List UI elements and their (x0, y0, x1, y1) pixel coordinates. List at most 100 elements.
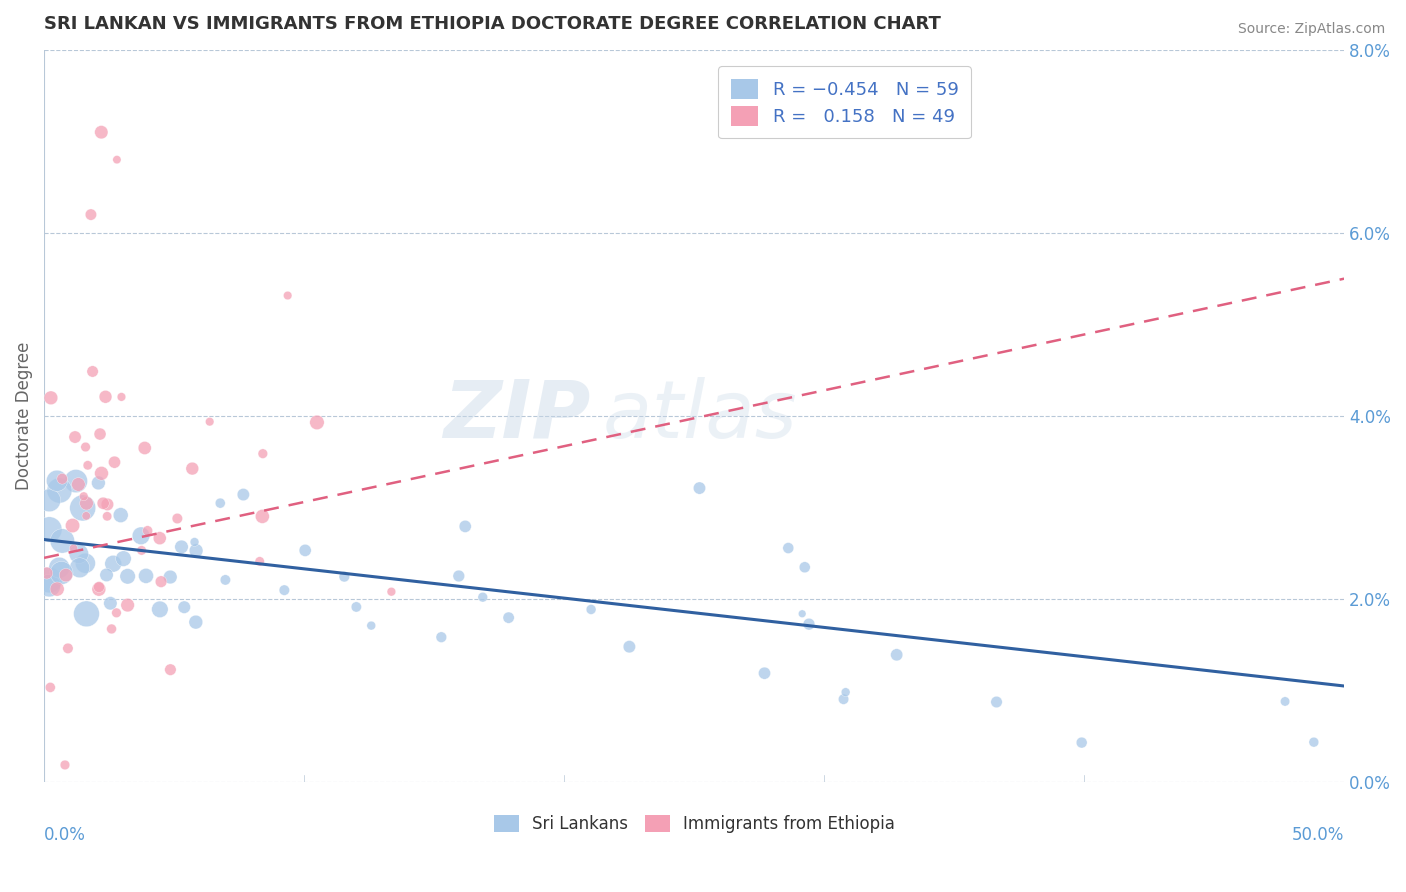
Point (117, 598, 139, 612)
Point (69, 560, 91, 574)
Point (159, 570, 181, 584)
Point (87, 580, 110, 594)
Point (91, 496, 114, 510)
Point (454, 519, 477, 533)
Point (360, 618, 382, 632)
Point (75, 508, 97, 523)
Point (209, 496, 232, 510)
Point (619, 640, 641, 654)
Point (105, 153, 128, 167)
Point (75, 556, 97, 570)
Point (886, 648, 908, 662)
Point (149, 531, 172, 545)
Point (754, 666, 776, 681)
Point (181, 461, 204, 475)
Point (62, 518, 84, 533)
Point (834, 685, 856, 699)
Point (72, 500, 94, 515)
Text: 50.0%: 50.0% (1292, 826, 1344, 844)
Point (105, 606, 128, 620)
Point (159, 663, 181, 677)
Point (778, 541, 800, 555)
Point (430, 630, 453, 644)
Point (100, 622, 122, 636)
Point (112, 551, 135, 566)
Point (1302, 735, 1324, 749)
Point (136, 524, 159, 538)
Point (170, 540, 193, 554)
Text: 0.0%: 0.0% (44, 826, 86, 844)
Point (131, 543, 153, 558)
Point (65, 474, 87, 488)
Point (87, 475, 110, 490)
Point (166, 511, 188, 525)
Point (214, 573, 236, 587)
Point (103, 455, 125, 469)
Text: atlas: atlas (603, 377, 797, 455)
Point (39, 681, 62, 695)
Point (129, 529, 152, 543)
Point (579, 602, 602, 616)
Point (96, 509, 118, 524)
Point (51, 533, 73, 548)
Point (46, 582, 69, 596)
Point (53, 758, 76, 772)
Point (76, 607, 98, 621)
Point (117, 569, 139, 583)
Legend: Sri Lankans, Immigrants from Ethiopia: Sri Lankans, Immigrants from Ethiopia (486, 808, 901, 839)
Point (38, 493, 60, 508)
Point (75, 440, 97, 454)
Text: ZIP: ZIP (443, 377, 591, 455)
Point (67, 547, 90, 561)
Point (232, 487, 254, 501)
Point (96, 568, 118, 582)
Point (294, 543, 316, 558)
Point (89, 427, 111, 442)
Point (1274, 694, 1296, 708)
Point (51, 566, 73, 580)
Point (38, 523, 60, 537)
Point (797, 617, 820, 632)
Point (149, 602, 172, 616)
Point (62, 541, 84, 556)
Point (103, 557, 125, 571)
Point (1070, 735, 1092, 749)
Point (252, 509, 274, 524)
Point (82, 364, 104, 378)
Point (344, 599, 367, 614)
Point (380, 584, 402, 599)
Point (135, 569, 157, 583)
Point (832, 692, 855, 706)
Point (498, 610, 520, 624)
Point (48, 483, 70, 498)
Point (184, 615, 207, 629)
Point (110, 390, 132, 404)
Point (48, 560, 70, 574)
Point (183, 535, 205, 549)
Point (76, 458, 98, 473)
Point (38, 578, 60, 592)
Point (447, 569, 470, 583)
Y-axis label: Doctorate Degree: Doctorate Degree (15, 342, 32, 491)
Point (150, 574, 173, 589)
Point (471, 590, 494, 604)
Point (87, 582, 110, 597)
Point (100, 596, 122, 610)
Point (273, 583, 295, 598)
Point (792, 607, 814, 621)
Point (73, 489, 96, 503)
Point (80, 208, 103, 222)
Point (688, 481, 710, 495)
Point (46, 474, 69, 488)
Point (35, 566, 58, 580)
Point (249, 554, 271, 568)
Point (184, 543, 207, 558)
Point (38, 573, 60, 587)
Text: Source: ZipAtlas.com: Source: ZipAtlas.com (1237, 22, 1385, 37)
Point (96, 497, 118, 511)
Point (305, 416, 328, 430)
Point (986, 695, 1008, 709)
Point (793, 560, 815, 574)
Point (56, 641, 79, 656)
Point (94, 390, 117, 404)
